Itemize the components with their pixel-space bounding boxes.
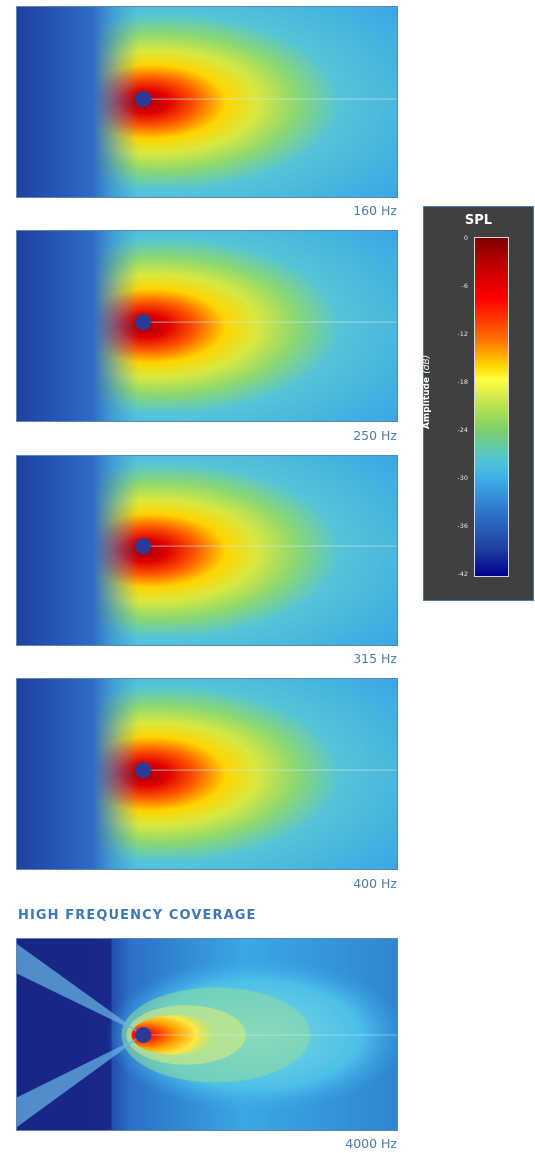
colorbar-tick: -12 [457,330,468,338]
colorbar-tick: 0 [463,234,468,242]
spl-map-400hz [16,678,398,870]
colorbar-tick: -36 [457,522,468,530]
spl-map-160hz [16,6,398,198]
colorbar-tick: -42 [457,570,468,578]
colorbar-gradient [474,237,509,577]
spl-map-4000hz [16,938,398,1131]
section-title: HIGH FREQUENCY COVERAGE [18,908,257,923]
colorbar-title: SPL [464,213,493,228]
colorbar-axis-name: Amplitude [422,376,433,430]
colorbar-tick: -30 [457,474,468,482]
frequency-label: 315 Hz [353,651,397,666]
spl-map-250hz [16,230,398,422]
spl-colorbar: SPL Amplitude (dB) 0 -6 -12 -18 -24 -30 … [422,206,534,601]
frequency-label: 400 Hz [353,876,397,891]
frequency-label: 4000 Hz [345,1136,397,1151]
colorbar-axis-unit: (dB) [422,354,433,374]
colorbar-tick: -24 [457,426,468,434]
frequency-label: 250 Hz [353,428,397,443]
colorbar-tick: -18 [457,378,468,386]
spl-map-315hz [16,455,398,646]
colorbar-tick: -6 [461,282,468,290]
frequency-label: 160 Hz [353,203,397,218]
colorbar-axis-label: Amplitude (dB) [422,355,432,429]
